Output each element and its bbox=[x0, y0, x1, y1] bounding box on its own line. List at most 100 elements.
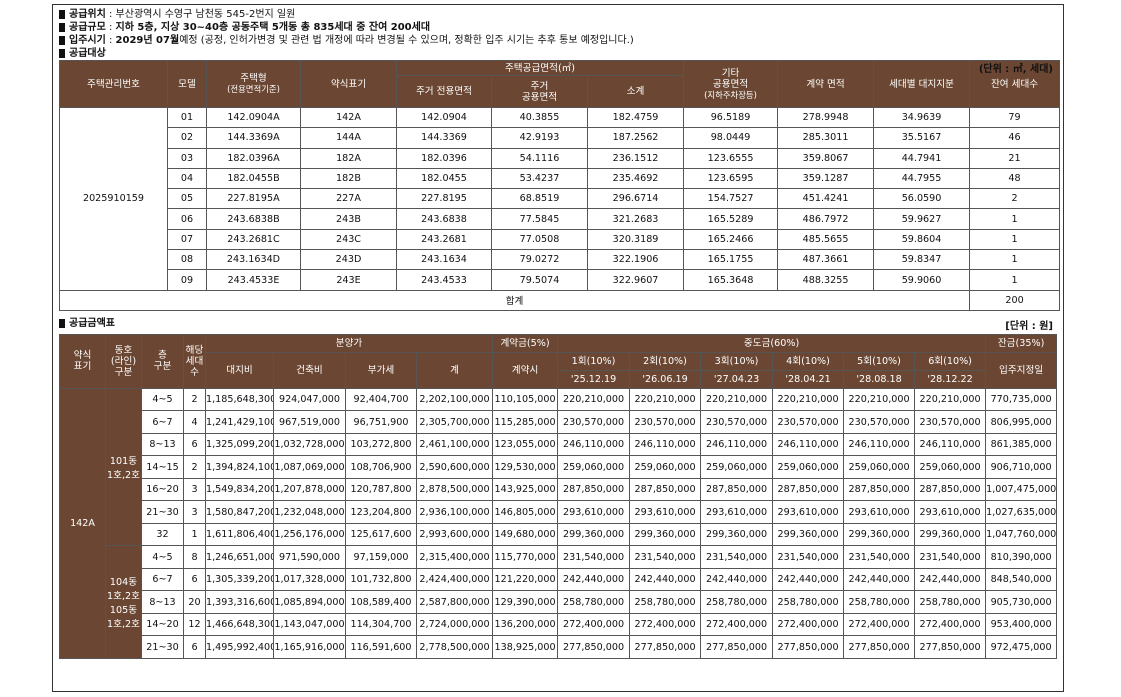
cell: 09 bbox=[167, 269, 207, 291]
middle-payment-cell: 259,060,000 bbox=[700, 455, 774, 479]
balance-cell: 905,730,000 bbox=[985, 590, 1058, 614]
col-floor: 층 구분 bbox=[141, 333, 184, 389]
col-contract-area: 계약 면적 bbox=[777, 60, 875, 108]
middle-payment-cell: 242,440,000 bbox=[700, 567, 774, 592]
cell: 2,993,600,000 bbox=[415, 522, 494, 547]
middle-payment-cell: 272,400,000 bbox=[557, 612, 631, 637]
col-middle-date-3: '27.04.23 bbox=[700, 369, 774, 389]
cell: 1,241,429,100 bbox=[205, 410, 274, 434]
cell: 486.7972 bbox=[777, 208, 875, 230]
cell: 4 bbox=[183, 410, 206, 434]
cell: 116,591,600 bbox=[345, 635, 417, 659]
col-mgmt-no: 주택관리번호 bbox=[59, 60, 168, 108]
cell: 123.6595 bbox=[683, 167, 779, 190]
middle-payment-cell: 220,210,000 bbox=[914, 387, 987, 412]
cell: 98.0449 bbox=[683, 127, 779, 149]
cell: 32 bbox=[141, 522, 184, 547]
cell: 243.4533E bbox=[206, 269, 301, 291]
cell: 243.6838B bbox=[206, 208, 301, 230]
middle-payment-cell: 293,610,000 bbox=[629, 500, 702, 524]
cell: 2 bbox=[183, 387, 206, 412]
cell: 322.1906 bbox=[586, 249, 685, 271]
cell: 01 bbox=[167, 106, 207, 129]
middle-payment-cell: 272,400,000 bbox=[843, 612, 916, 637]
table-row: 14~20 12 1,466,648,300 1,143,047,000 114,304… bbox=[60, 612, 1058, 637]
info-sep: : bbox=[105, 9, 116, 20]
middle-payment-cell: 259,060,000 bbox=[914, 455, 987, 479]
middle-payment-cell: 299,360,000 bbox=[914, 522, 987, 547]
cell: 4~5 bbox=[141, 545, 184, 569]
cell: 14~20 bbox=[141, 612, 184, 637]
balance-cell: 972,475,000 bbox=[985, 635, 1058, 659]
cell: 97,159,000 bbox=[345, 545, 417, 569]
cell: 2,305,700,000 bbox=[415, 410, 494, 434]
table-row: 6~7 6 1,305,339,200 1,017,328,000 101,732,80… bbox=[60, 567, 1058, 592]
middle-payment-cell: 258,780,000 bbox=[843, 590, 916, 614]
middle-payment-cell: 287,850,000 bbox=[914, 477, 987, 502]
cell: 243.4533 bbox=[396, 269, 492, 291]
middle-payment-cell: 287,850,000 bbox=[843, 477, 916, 502]
middle-payment-cell: 277,850,000 bbox=[700, 635, 774, 659]
col-supply-area: 주택공급면적(㎡) bbox=[395, 60, 685, 76]
middle-payment-cell: 287,850,000 bbox=[629, 477, 702, 502]
bullet-square-icon bbox=[59, 49, 65, 58]
middle-payment-cell: 299,360,000 bbox=[629, 522, 702, 547]
abbr-cell: 142A bbox=[59, 387, 106, 659]
table-row: 21~30 3 1,580,847,200 1,232,048,000 123,204,… bbox=[60, 500, 1058, 524]
col-common-area: 주거 공용면적 bbox=[491, 75, 588, 108]
col-remain: 잔여 세대수 bbox=[969, 60, 1061, 108]
middle-payment-cell: 242,440,000 bbox=[772, 567, 845, 592]
cell: 285.3011 bbox=[777, 127, 875, 149]
middle-payment-cell: 231,540,000 bbox=[772, 545, 845, 569]
col-middle-1: 1회(10%) bbox=[557, 351, 631, 371]
cell: 296.6714 bbox=[586, 188, 685, 210]
cell: 04 bbox=[167, 167, 207, 190]
info-key: 공급위치 bbox=[69, 9, 106, 20]
cell: 144.3369A bbox=[206, 127, 301, 149]
cell: 114,304,700 bbox=[345, 612, 417, 637]
cell: 20 bbox=[183, 590, 206, 614]
cell: 243.2681 bbox=[396, 228, 492, 251]
cell: 06 bbox=[167, 208, 207, 230]
supply-info: 공급위치 : 부산광역시 수영구 남천동 545-2번지 일원 공급규모 : 지하… bbox=[59, 8, 1057, 47]
balance-cell: 953,400,000 bbox=[985, 612, 1058, 637]
cell: 1,165,916,000 bbox=[273, 635, 346, 659]
total-row: 합계 200 bbox=[58, 289, 1061, 311]
cell: 227A bbox=[300, 188, 397, 210]
middle-payment-cell: 220,210,000 bbox=[843, 387, 916, 412]
info-key: 공급규모 bbox=[69, 22, 106, 33]
cell: 451.4241 bbox=[777, 188, 875, 210]
middle-payment-cell: 293,610,000 bbox=[772, 500, 845, 524]
middle-payment-cell: 220,210,000 bbox=[629, 387, 702, 412]
table-row: 8~13 6 1,325,099,200 1,032,728,000 103,272,8… bbox=[60, 432, 1058, 457]
cell: 2,461,100,000 bbox=[415, 432, 494, 457]
cell: 125,617,600 bbox=[345, 522, 417, 547]
total-label: 합계 bbox=[58, 289, 971, 311]
cell: 154.7527 bbox=[683, 188, 779, 210]
cell: 120,787,800 bbox=[345, 477, 417, 502]
middle-payment-cell: 258,780,000 bbox=[700, 590, 774, 614]
cell: 6~7 bbox=[141, 410, 184, 434]
cell: 182.0455B bbox=[206, 167, 301, 190]
cell: 182.0396A bbox=[206, 147, 301, 169]
info-value-bold: 2029년 07월 bbox=[115, 35, 180, 46]
cell: 123,204,800 bbox=[345, 500, 417, 524]
balance-cell: 861,385,000 bbox=[985, 432, 1058, 457]
middle-payment-cell: 277,850,000 bbox=[772, 635, 845, 659]
cell: 110,105,000 bbox=[492, 387, 559, 412]
middle-payment-cell: 246,110,000 bbox=[914, 432, 987, 457]
bullet-square-icon bbox=[59, 23, 65, 32]
middle-payment-cell: 246,110,000 bbox=[629, 432, 702, 457]
cell: 359.1287 bbox=[777, 167, 875, 190]
cell: 46 bbox=[969, 127, 1061, 149]
middle-payment-cell: 272,400,000 bbox=[629, 612, 702, 637]
table-row: 04 182.0455B 182B 182.0455 53.4237 235.4692 12… bbox=[60, 167, 1061, 190]
section-title: 공급대상 bbox=[69, 48, 106, 59]
cell: 2,724,000,000 bbox=[415, 612, 494, 637]
col-etc-common: 기타 공용면적 (지하주차장등) bbox=[683, 60, 779, 108]
cell: 136,200,000 bbox=[492, 612, 559, 637]
middle-payment-cell: 246,110,000 bbox=[843, 432, 916, 457]
cell: 1,087,069,000 bbox=[273, 455, 346, 479]
col-deposit: 계약금(5%) bbox=[492, 333, 559, 353]
table-row: 14~15 2 1,394,824,100 1,087,069,000 108,706,… bbox=[60, 455, 1058, 479]
